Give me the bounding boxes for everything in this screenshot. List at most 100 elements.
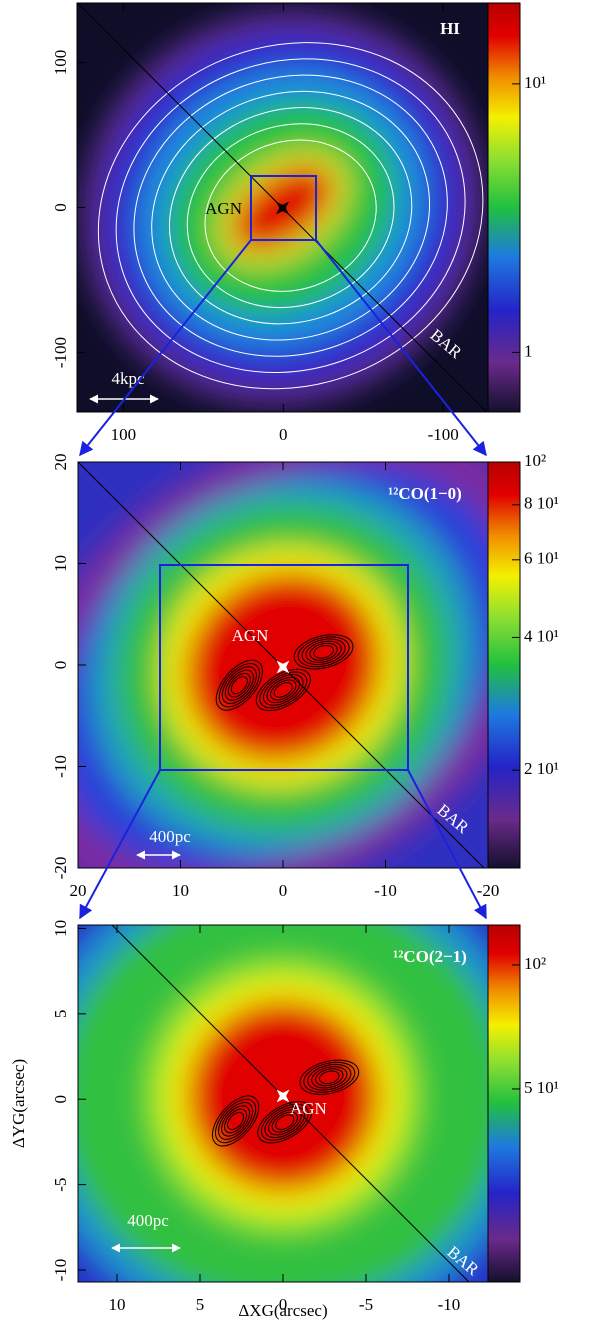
y-tick-label: 100	[51, 50, 70, 76]
contour	[311, 1066, 348, 1089]
x-tick-label: 20	[70, 881, 87, 900]
y-tick-label: 10	[51, 555, 70, 572]
agn-marker	[276, 201, 289, 215]
contour	[186, 123, 395, 309]
contour	[305, 640, 342, 663]
x-tick-label: -100	[428, 425, 459, 444]
x-tick-label: 100	[111, 425, 137, 444]
intensity-map	[77, 3, 488, 412]
contour	[133, 74, 448, 357]
contour	[255, 668, 311, 712]
colorbar-tick-label: 8 10¹	[524, 494, 559, 513]
contour	[297, 636, 350, 668]
contour	[224, 1108, 248, 1134]
contour	[313, 644, 334, 659]
y-tick-label: 0	[51, 203, 70, 212]
contour	[224, 669, 254, 701]
y-tick-label: -5	[51, 1178, 70, 1192]
x-tick-label: 10	[109, 1295, 126, 1314]
y-tick-label: -10	[51, 755, 70, 778]
contour	[115, 58, 466, 374]
colorbar-tick-label: 1	[524, 341, 533, 360]
x-tick-label: 10	[172, 881, 189, 900]
y-tick-label: 0	[51, 661, 70, 670]
contours	[215, 634, 354, 712]
panel-title: ¹²CO(2−1)	[393, 947, 467, 966]
contour	[307, 1063, 352, 1091]
contour	[303, 1061, 356, 1093]
agn-label: AGN	[290, 1099, 327, 1118]
contours	[211, 1059, 360, 1147]
x-tick-label: 5	[196, 1295, 205, 1314]
x-tick-label: 0	[279, 881, 288, 900]
y-tick-label: 5	[51, 1010, 70, 1019]
y-tick-label: 10	[51, 920, 70, 937]
contour	[151, 90, 431, 341]
zoom-connectors	[79, 175, 487, 920]
agn-label: AGN	[205, 199, 242, 218]
contours	[97, 42, 484, 390]
scale-label: 400pc	[127, 1211, 169, 1230]
contour	[273, 682, 293, 698]
contour	[218, 663, 260, 708]
contour	[293, 634, 354, 670]
contour	[218, 1102, 254, 1140]
x-tick-label: -10	[438, 1295, 461, 1314]
scale-label: 400pc	[149, 827, 191, 846]
contour	[227, 672, 251, 698]
contour	[315, 1068, 344, 1087]
contour	[97, 42, 484, 390]
y-tick-label: 0	[51, 1095, 70, 1104]
contour	[266, 676, 301, 704]
colorbar	[487, 2, 521, 413]
contour	[168, 107, 413, 325]
contour	[204, 139, 377, 292]
contour	[221, 666, 257, 705]
x-axis-label: ΔXG(arcsec)	[238, 1301, 327, 1320]
contour	[319, 1070, 340, 1085]
contour	[264, 1106, 306, 1139]
x-tick-label: 0	[279, 1295, 288, 1314]
x-tick-label: 0	[279, 425, 288, 444]
agn-marker	[276, 1089, 290, 1103]
contour	[259, 671, 308, 709]
contour	[299, 1059, 360, 1095]
colorbar-tick-label: 2 10¹	[524, 759, 559, 778]
y-tick-label: -20	[51, 857, 70, 880]
colorbar-tick-label: 10²	[524, 451, 546, 470]
contour	[214, 1098, 257, 1144]
colorbar-tick-label: 4 10¹	[524, 626, 559, 645]
contour	[227, 1111, 245, 1130]
contour	[309, 642, 338, 661]
colorbar-tick-label: 6 10¹	[524, 549, 559, 568]
contour	[262, 674, 304, 706]
contour	[215, 659, 263, 711]
y-tick-label: -100	[51, 337, 70, 368]
x-tick-label: -20	[477, 881, 500, 900]
agn-marker	[276, 660, 290, 674]
y-tick-label: 20	[51, 454, 70, 471]
colorbar-tick-label: 10¹	[524, 73, 546, 92]
contour	[211, 1095, 260, 1147]
colorbar	[487, 461, 521, 869]
contour	[230, 676, 248, 695]
colorbar	[487, 924, 521, 1283]
panel-title: ¹²CO(1−0)	[388, 484, 462, 503]
contour	[270, 679, 297, 701]
x-tick-label: -10	[374, 881, 397, 900]
contour	[275, 1114, 295, 1131]
agn-label: AGN	[232, 626, 269, 645]
contour	[257, 1101, 313, 1144]
contour	[221, 1105, 251, 1137]
contour	[271, 1111, 298, 1133]
panel-title: HI	[440, 19, 460, 38]
contour	[301, 638, 346, 666]
y-tick-label: -10	[51, 1259, 70, 1282]
colorbar-tick-label: 5 10¹	[524, 1078, 559, 1097]
y-axis-label: ΔYG(arcsec)	[9, 1059, 28, 1148]
